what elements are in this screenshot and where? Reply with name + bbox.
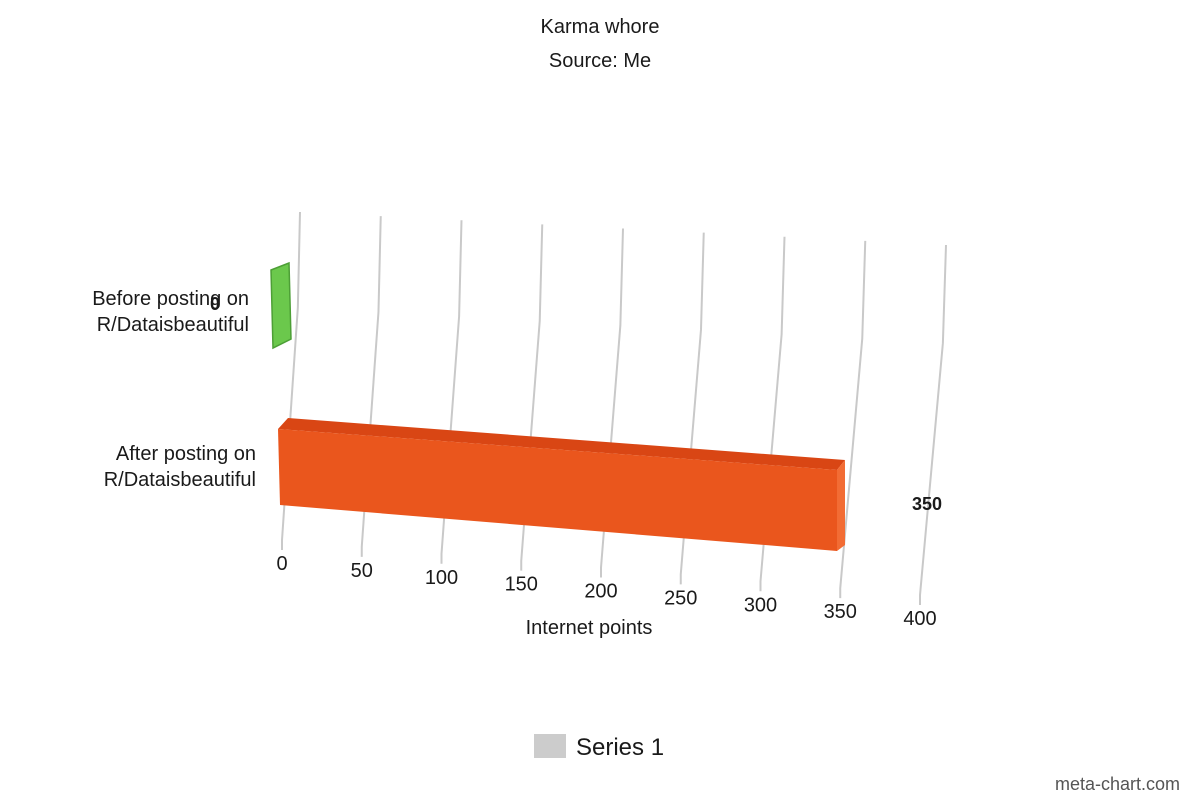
x-tick-label-5: 250 bbox=[664, 587, 697, 609]
category-label-1: After posting on R/Dataisbeautiful bbox=[104, 443, 256, 491]
grid-line-8 bbox=[919, 244, 947, 605]
grid-layer bbox=[281, 211, 947, 605]
legend-swatch bbox=[534, 734, 566, 758]
credit-text: meta-chart.com bbox=[1055, 774, 1180, 794]
x-tick-label-4: 200 bbox=[584, 581, 617, 603]
labels-layer: 0 50 100 150 200 250 300 350 400 Before posting o… bbox=[92, 288, 942, 630]
bar-after-side bbox=[837, 460, 845, 551]
data-label-before: 0 bbox=[210, 294, 220, 314]
category-label-0: Before posting on R/Dataisbeautiful bbox=[92, 288, 249, 336]
bar-after-top bbox=[278, 418, 845, 470]
x-tick-label-6: 300 bbox=[744, 594, 777, 616]
bar-before bbox=[270, 261, 292, 350]
x-tick-label-2: 100 bbox=[425, 567, 458, 589]
data-label-after: 350 bbox=[912, 494, 942, 514]
chart-subtitle: Source: Me bbox=[549, 50, 651, 72]
x-tick-label-1: 50 bbox=[351, 560, 373, 582]
legend-label: Series 1 bbox=[576, 734, 664, 761]
bar-after bbox=[278, 429, 837, 551]
x-tick-label-3: 150 bbox=[505, 574, 538, 596]
bars-layer bbox=[270, 261, 845, 551]
x-tick-label-0: 0 bbox=[276, 553, 287, 575]
grid-line-7 bbox=[839, 240, 867, 599]
chart-title: Karma whore bbox=[541, 16, 660, 38]
x-axis-title: Internet points bbox=[526, 617, 653, 639]
x-tick-label-8: 400 bbox=[903, 608, 936, 630]
x-tick-label-7: 350 bbox=[824, 601, 857, 623]
